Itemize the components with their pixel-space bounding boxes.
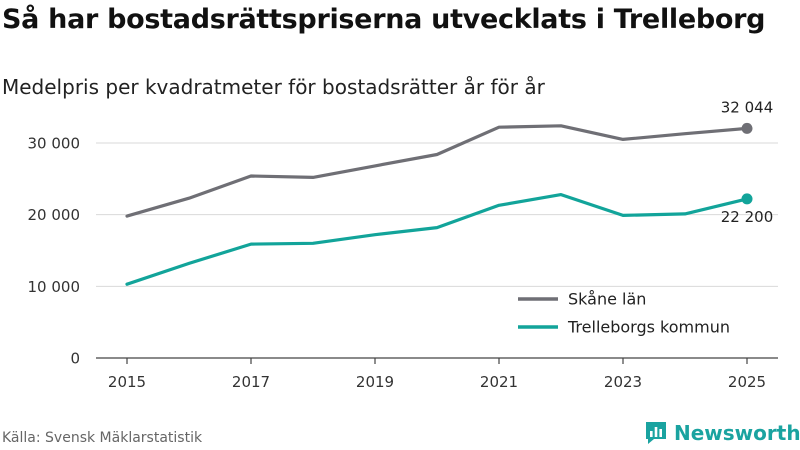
page-subtitle: Medelpris per kvadratmeter för bostadsrä… bbox=[2, 75, 545, 99]
x-tick-label: 2025 bbox=[728, 373, 766, 391]
series-end-marker-trelleborg bbox=[741, 193, 753, 205]
series-line-skane bbox=[125, 124, 749, 218]
x-tick-label: 2021 bbox=[480, 373, 518, 391]
x-tick-label: 2023 bbox=[604, 373, 642, 391]
brand-name: Newsworthy bbox=[674, 421, 800, 445]
legend-label-trelleborg: Trelleborgs kommun bbox=[567, 318, 730, 337]
series-end-marker-skane bbox=[741, 122, 753, 134]
y-tick-label: 30 000 bbox=[28, 135, 81, 153]
x-tick-label: 2019 bbox=[356, 373, 394, 391]
line-chart: 0 10 000 20 000 30 000 2015 2017 2019 2021 2023 2… bbox=[28, 98, 778, 391]
legend-label-skane: Skåne län bbox=[568, 290, 646, 309]
y-tick-label: 10 000 bbox=[28, 278, 81, 296]
series-end-label-skane: 32 044 bbox=[721, 98, 774, 116]
y-tick-label: 0 bbox=[70, 350, 80, 368]
newsworthy-logo-icon bbox=[646, 422, 666, 444]
series-line-trelleborg bbox=[125, 193, 749, 286]
series-end-label-trelleborg: 22 200 bbox=[721, 208, 774, 226]
brand-logo: Newsworthy bbox=[644, 420, 800, 446]
source-note: Källa: Svensk Mäklarstatistik bbox=[2, 430, 203, 446]
y-tick-label: 20 000 bbox=[28, 206, 81, 224]
x-tick-label: 2017 bbox=[232, 373, 270, 391]
page-title: Så har bostadsrättspriserna utvecklats i… bbox=[2, 4, 766, 35]
x-tick-label: 2015 bbox=[108, 373, 146, 391]
